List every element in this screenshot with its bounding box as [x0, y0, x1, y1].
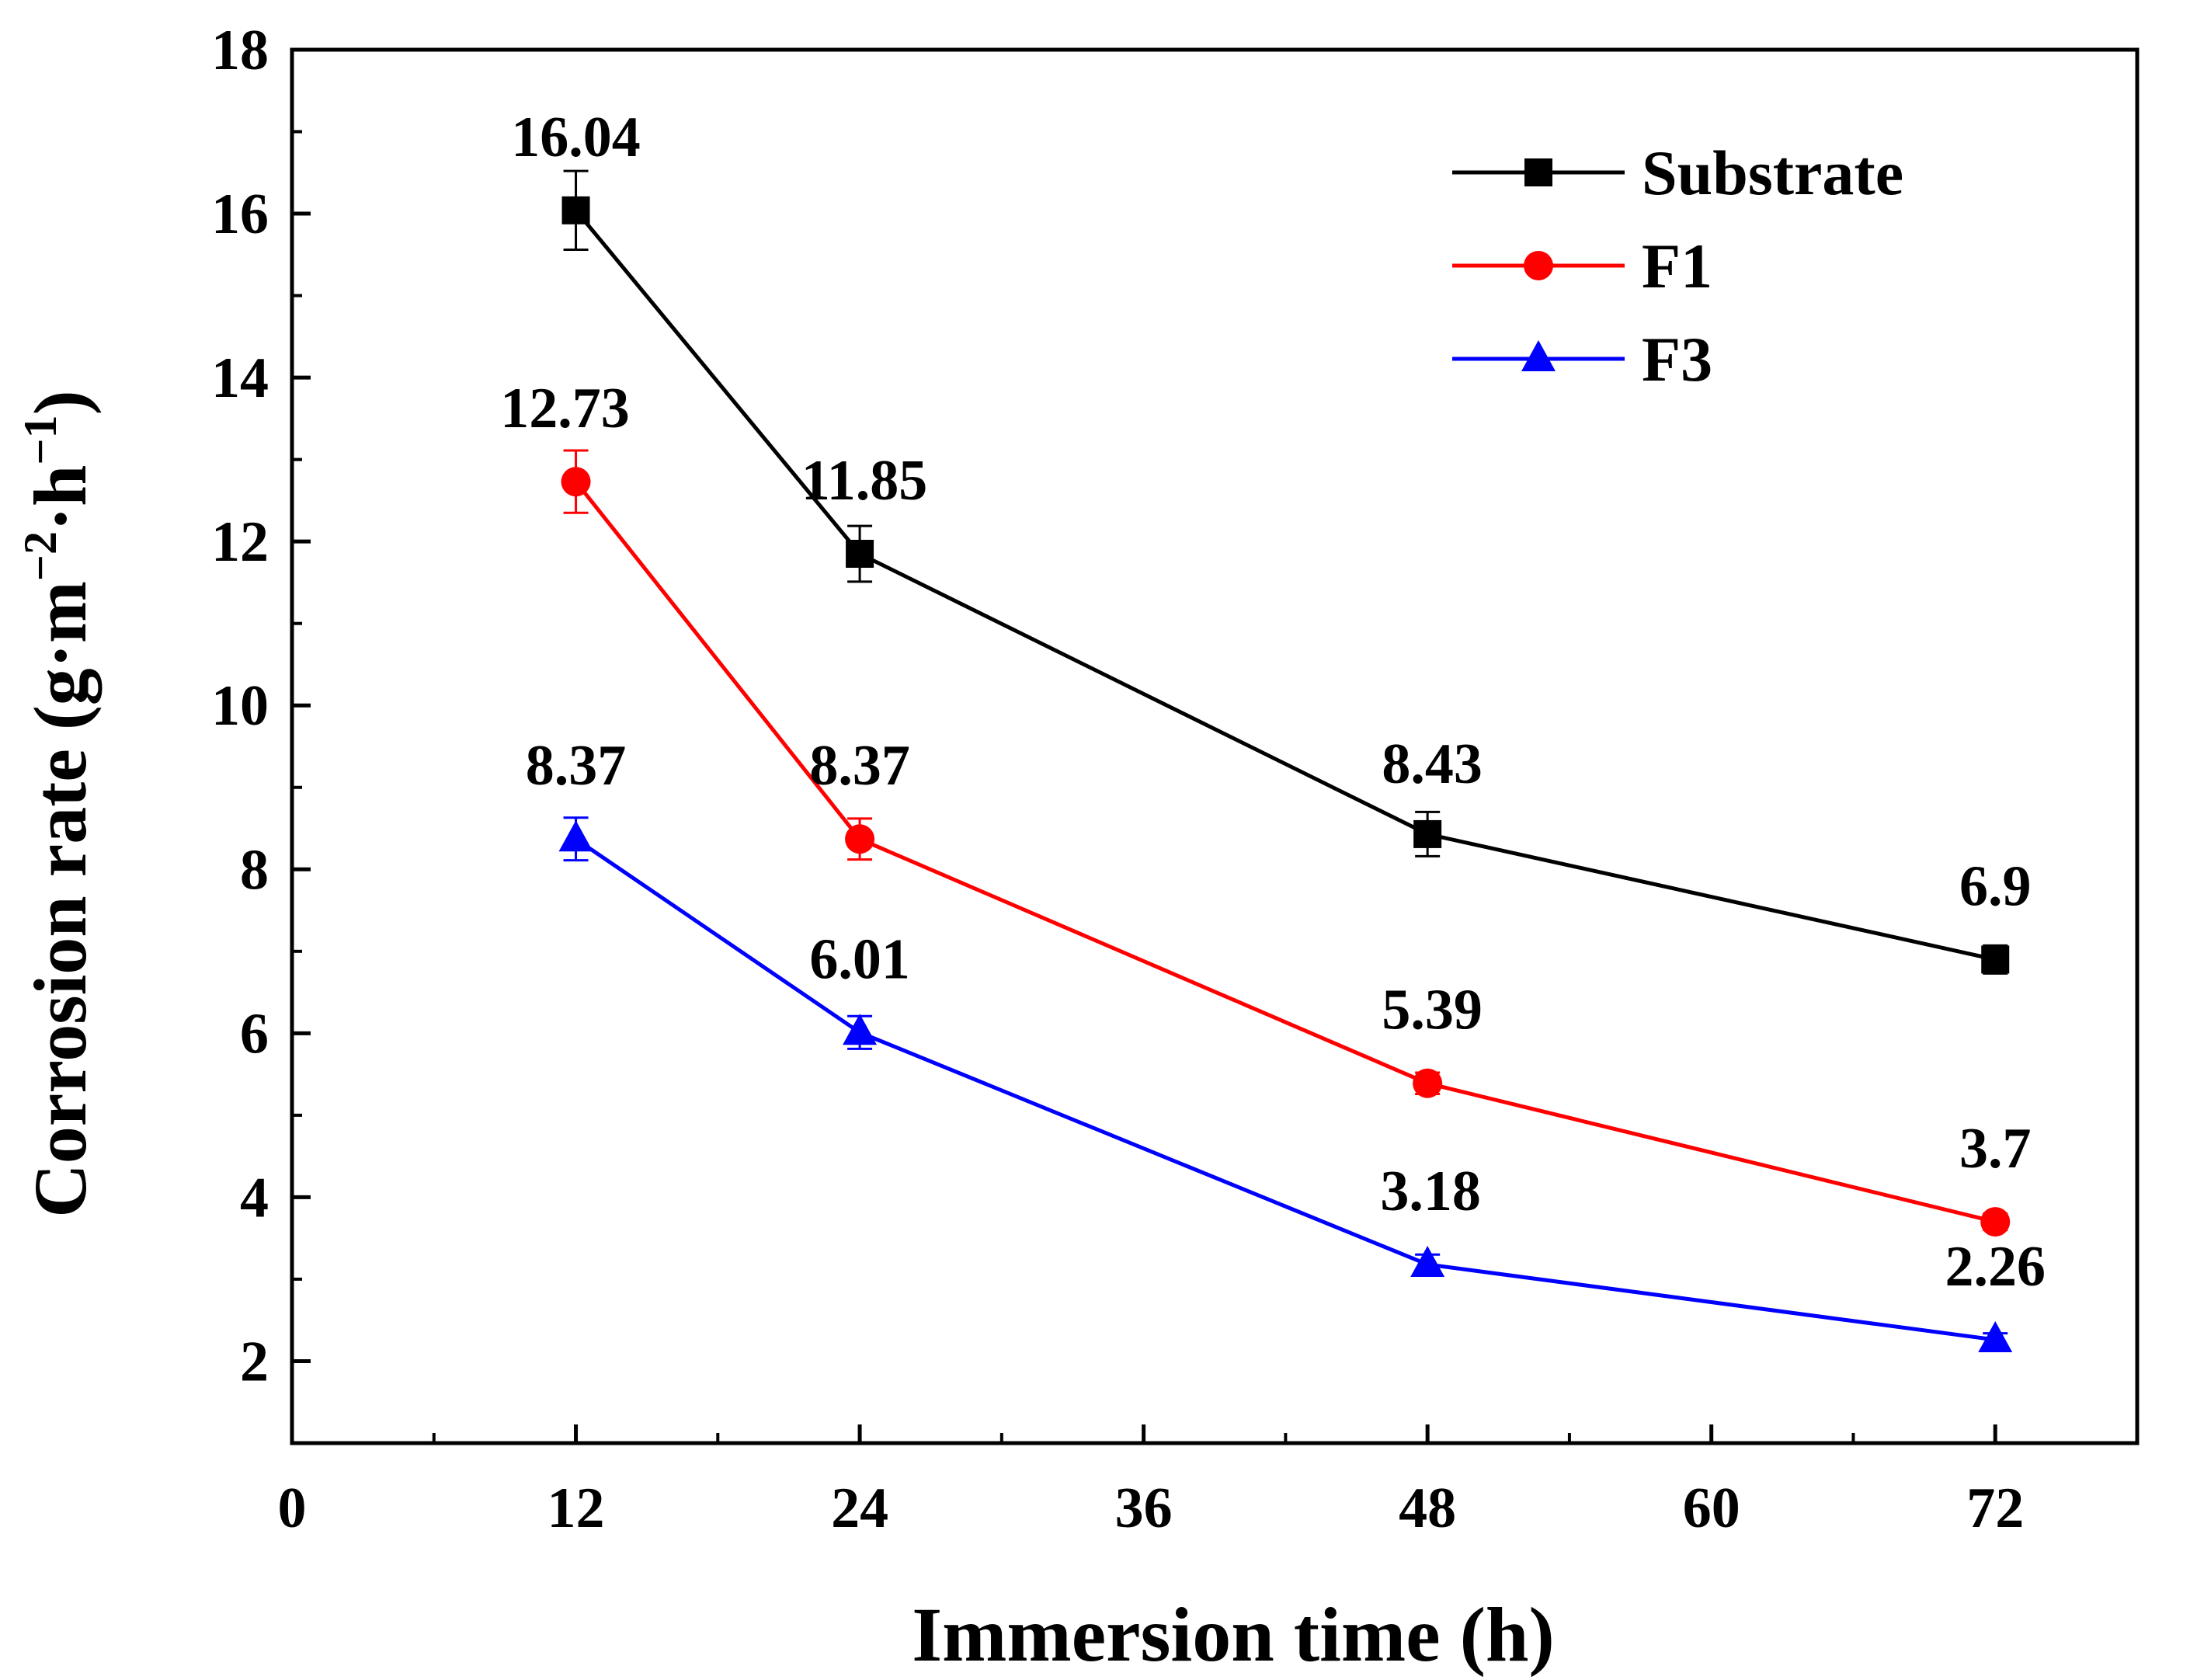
legend: Substrate F1 F3	[1452, 137, 1903, 395]
series-f1: 12.73 8.37 5.39 3.7	[500, 377, 2031, 1237]
legend-label: F3	[1642, 324, 1712, 395]
series-substrate: 16.04 11.85 8.43 6.9	[511, 106, 2032, 975]
legend-item-substrate: Substrate	[1452, 137, 1903, 208]
data-point	[561, 467, 591, 497]
plot-frame	[290, 47, 2140, 1445]
data-label: 8.43	[1382, 732, 1483, 796]
x-tick-label: 48	[1399, 1477, 1456, 1540]
x-tick-label: 72	[1966, 1477, 2024, 1540]
legend-item-f3: F3	[1452, 324, 1712, 395]
series-f3: 8.37 6.01 3.18 2.26	[526, 734, 2046, 1353]
legend-item-f1: F1	[1452, 231, 1712, 301]
x-tick-label: 60	[1683, 1477, 1740, 1540]
data-label: 2.26	[1945, 1235, 2046, 1299]
data-point	[558, 820, 593, 852]
y-axis-title-main: Corrosion rate (g·m	[19, 581, 102, 1217]
data-point	[561, 196, 590, 224]
y-axis-title-end: )	[19, 390, 102, 415]
x-tick-label: 36	[1115, 1477, 1173, 1540]
data-label: 6.9	[1959, 854, 2032, 918]
legend-marker	[1524, 251, 1553, 280]
x-tick-label: 12	[548, 1477, 605, 1540]
data-point	[1978, 1321, 2013, 1353]
data-point	[1981, 945, 2010, 974]
data-point	[845, 824, 875, 854]
data-label: 12.73	[500, 377, 630, 440]
data-point	[1980, 1207, 2011, 1237]
data-label: 6.01	[809, 927, 910, 991]
data-point	[846, 540, 874, 569]
data-point	[1410, 1245, 1445, 1277]
y-tick-label: 10	[211, 674, 269, 738]
series-line	[575, 837, 1996, 1342]
data-label: 11.85	[801, 449, 927, 513]
series-line	[574, 480, 1996, 1224]
y-tick-label: 18	[211, 19, 269, 82]
series-layer: 16.04 11.85 8.43 6.9 12.73 8.37 5.39 3.7 8.37 6.0…	[500, 106, 2046, 1353]
data-point	[1413, 1068, 1443, 1098]
y-tick-label: 16	[211, 183, 269, 246]
y-axis-title: Corrosion rate (g·m−2·h−1)	[15, 390, 102, 1217]
y-tick-label: 14	[211, 346, 269, 410]
legend-label: F1	[1642, 231, 1712, 301]
data-label: 8.37	[526, 734, 627, 798]
data-label: 3.18	[1380, 1160, 1481, 1223]
data-label: 5.39	[1382, 979, 1483, 1042]
y-axis-title-mid: ·h	[19, 465, 102, 531]
x-axis-title: Immersion time (h)	[912, 1591, 1555, 1678]
legend-label: Substrate	[1642, 137, 1903, 208]
data-point	[1413, 819, 1442, 848]
x-tick-label: 24	[831, 1477, 888, 1540]
legend-marker	[1524, 158, 1552, 186]
y-tick-label: 6	[240, 1002, 269, 1066]
y-tick-label: 2	[240, 1330, 269, 1393]
y-tick-label: 8	[240, 838, 269, 902]
y-tick-label: 12	[211, 510, 269, 574]
series-line	[574, 209, 1996, 962]
data-label: 16.04	[511, 106, 641, 169]
data-label: 3.7	[1959, 1117, 2032, 1181]
data-point	[843, 1014, 878, 1045]
y-tick-label: 4	[240, 1166, 269, 1230]
y-axis-title-sup1: −2	[15, 531, 66, 581]
data-label: 8.37	[809, 734, 910, 798]
legend-marker	[1521, 340, 1556, 371]
x-tick-label: 0	[278, 1477, 307, 1540]
y-axis-title-sup2: −1	[15, 415, 66, 464]
